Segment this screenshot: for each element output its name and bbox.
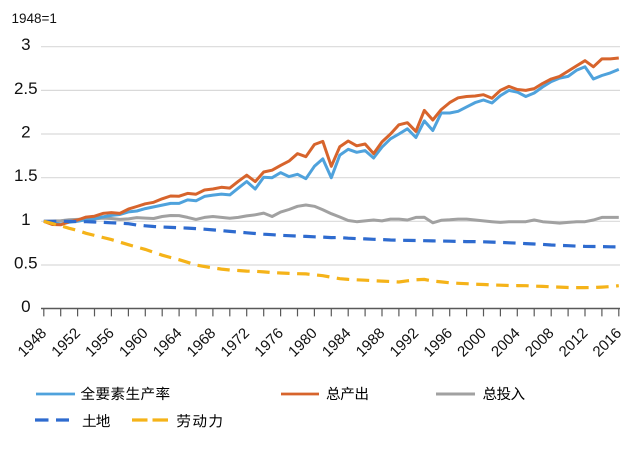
svg-text:1.5: 1.5	[14, 166, 38, 185]
svg-text:1948=1: 1948=1	[12, 11, 57, 26]
svg-text:3: 3	[21, 35, 30, 54]
svg-text:2.5: 2.5	[14, 79, 38, 98]
svg-text:1: 1	[21, 210, 30, 229]
svg-text:2: 2	[21, 123, 30, 142]
svg-text:0.5: 0.5	[14, 254, 38, 273]
svg-text:0: 0	[21, 297, 30, 316]
